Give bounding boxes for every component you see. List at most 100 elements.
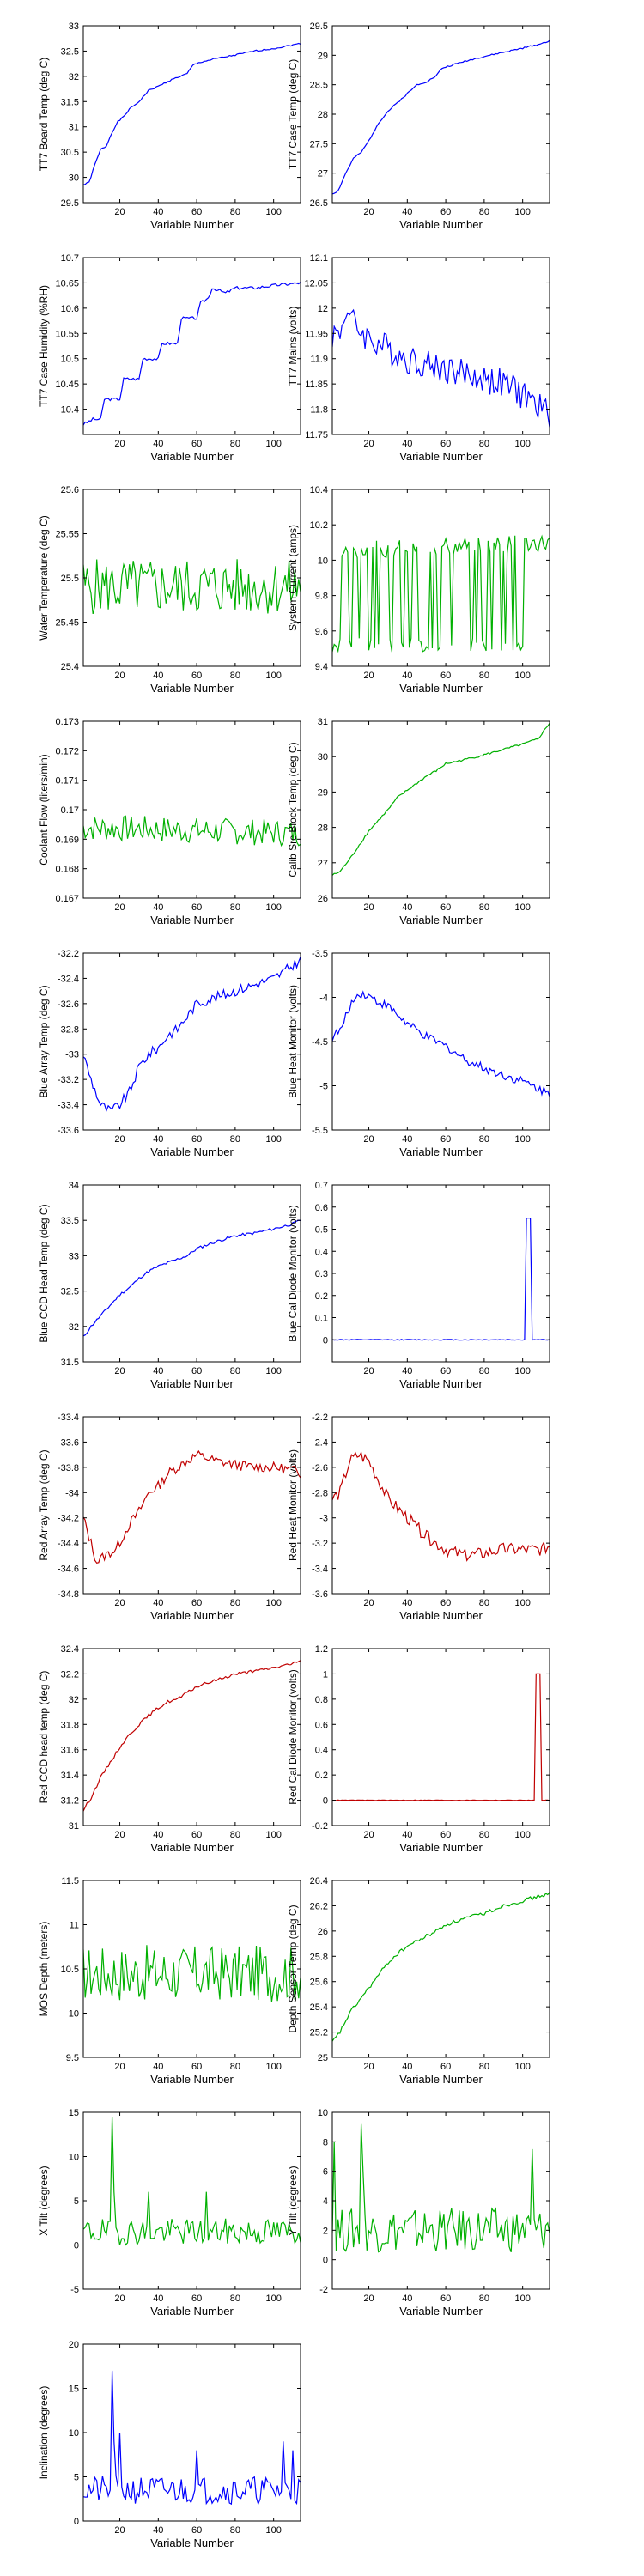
y-tick-label: 30.5 (61, 148, 79, 158)
subplot: 20 40 60 80 100 -3.6 -3.4 -3.2 -3 -2.8 -2.6 -2.4 -2.… (287, 1413, 550, 1622)
y-axis-label: TT7 Case Humidity (%RH) (38, 285, 50, 407)
y-tick-label: 10 (69, 2428, 79, 2439)
y-tick-label: 26.5 (310, 198, 328, 209)
y-tick-label: 4 (323, 2196, 328, 2207)
y-tick-label: 26 (318, 894, 328, 904)
y-axis-label: Red Cal Diode Monitor (volts) (287, 1669, 299, 1804)
axes-box (82, 257, 301, 435)
x-tick-label: 40 (402, 439, 412, 449)
y-tick-label: 30 (69, 173, 79, 184)
series-line (332, 534, 550, 653)
y-tick-label: 9.6 (315, 627, 328, 637)
series-line (332, 722, 550, 876)
y-tick-label: 9.4 (315, 662, 328, 672)
y-tick-label: 29.5 (61, 198, 79, 209)
x-tick-label: 80 (479, 1830, 489, 1840)
x-tick-label: 100 (265, 2293, 281, 2304)
y-tick-label: 25.8 (310, 1952, 328, 1962)
y-tick-label: 15 (69, 2385, 79, 2395)
y-tick-label: 0.5 (315, 1225, 328, 1236)
x-tick-label: 100 (514, 1598, 530, 1608)
y-tick-label: 2 (323, 2226, 328, 2236)
x-tick-label: 80 (230, 902, 240, 913)
y-tick-label: 10.5 (61, 355, 79, 365)
y-axis-label: TT7 Case Temp (deg C) (287, 59, 299, 170)
y-tick-label: 0.2 (315, 1771, 328, 1781)
y-tick-label: 12.05 (304, 278, 328, 289)
x-tick-label: 100 (514, 2062, 530, 2072)
y-tick-label: 31.6 (61, 1746, 79, 1756)
x-tick-label: 100 (265, 2525, 281, 2536)
x-tick-label: 20 (363, 902, 374, 913)
subplot: 20 40 60 80 100 31.5 32 32.5 33 33.5 34 Variable Nu… (38, 1181, 301, 1390)
x-tick-label: 60 (440, 1134, 451, 1145)
y-tick-label: 25.5 (61, 574, 79, 584)
series-line (332, 2123, 550, 2253)
subplot: 20 40 60 80 100 31 31.2 31.4 31.6 31.8 32 32.2 32.4 V… (38, 1644, 301, 1854)
x-tick-label: 20 (114, 671, 125, 681)
subplot: 20 40 60 80 100 -2 0 2 4 6 8 10 Variable Number Y Til… (287, 2108, 550, 2318)
y-tick-label: 9.8 (315, 592, 328, 602)
axes-box (331, 25, 550, 204)
x-tick-label: 40 (402, 1134, 412, 1145)
x-tick-label: 40 (402, 902, 412, 913)
x-tick-label: 80 (230, 2525, 240, 2536)
y-tick-label: 0 (74, 2241, 79, 2251)
x-axis-label: Variable Number (150, 682, 234, 695)
y-tick-label: 11.75 (305, 430, 328, 440)
x-axis-label: Variable Number (399, 1377, 483, 1390)
y-tick-label: 32.5 (61, 46, 79, 57)
y-tick-label: 20 (69, 2340, 79, 2350)
y-tick-label: 1 (323, 1669, 328, 1680)
y-tick-label: 0.169 (55, 835, 79, 845)
x-tick-label: 100 (514, 207, 530, 217)
y-tick-label: 10.7 (61, 253, 79, 264)
y-tick-label: 0.6 (315, 1203, 328, 1213)
y-tick-label: 11.85 (305, 380, 328, 390)
x-tick-label: 60 (191, 2525, 202, 2536)
y-tick-label: -2.2 (312, 1413, 328, 1423)
y-tick-label: -33.2 (58, 1075, 79, 1085)
subplot: 20 40 60 80 100 10.4 10.45 10.5 10.55 10.6 10.65 10… (38, 253, 301, 463)
y-tick-label: 27 (318, 859, 328, 869)
x-axis-label: Variable Number (399, 914, 483, 927)
y-tick-label: -33.4 (58, 1101, 79, 1111)
subplot: 20 40 60 80 100 0 5 10 15 20 Variable Number Inclin… (38, 2340, 301, 2549)
series-line (83, 2370, 301, 2506)
series-line (83, 2117, 301, 2247)
y-tick-label: -0.2 (312, 1821, 328, 1832)
x-axis-label: Variable Number (150, 450, 234, 463)
y-tick-label: -5 (70, 2285, 79, 2295)
subplot: 20 40 60 80 100 25 25.2 25.4 25.6 25.8 26 26.2 26.4 V… (287, 1876, 550, 2086)
x-tick-label: 40 (153, 2062, 163, 2072)
y-tick-label: -33.6 (58, 1437, 79, 1448)
series-line (332, 308, 550, 428)
y-tick-label: 10.6 (61, 304, 79, 314)
x-tick-label: 80 (230, 207, 240, 217)
y-tick-label: 31 (69, 1821, 79, 1832)
axes-box (82, 25, 301, 204)
y-tick-label: -32.2 (58, 949, 79, 959)
y-tick-label: 0 (323, 2256, 328, 2266)
x-tick-label: 100 (265, 1134, 281, 1145)
y-tick-label: 6 (323, 2167, 328, 2178)
y-tick-label: 0.172 (55, 746, 79, 756)
x-tick-label: 80 (230, 671, 240, 681)
x-tick-label: 20 (363, 1830, 374, 1840)
series-line (332, 990, 550, 1097)
y-tick-label: -2.6 (312, 1463, 328, 1473)
x-tick-label: 80 (479, 2293, 489, 2304)
x-tick-label: 40 (402, 2062, 412, 2072)
x-tick-label: 100 (265, 439, 281, 449)
y-tick-label: -34.4 (58, 1539, 79, 1549)
x-tick-label: 80 (230, 2293, 240, 2304)
x-tick-label: 80 (230, 1134, 240, 1145)
x-axis-label: Variable Number (399, 2073, 483, 2086)
x-tick-label: 80 (479, 1598, 489, 1608)
x-tick-label: 60 (440, 207, 451, 217)
x-tick-label: 20 (363, 1598, 374, 1608)
x-tick-label: 20 (363, 439, 374, 449)
y-tick-label: 31.4 (61, 1771, 79, 1781)
x-tick-label: 100 (265, 1366, 281, 1376)
subplot: 20 40 60 80 100 11.75 11.8 11.85 11.9 11.95 12 12.0… (287, 253, 550, 463)
